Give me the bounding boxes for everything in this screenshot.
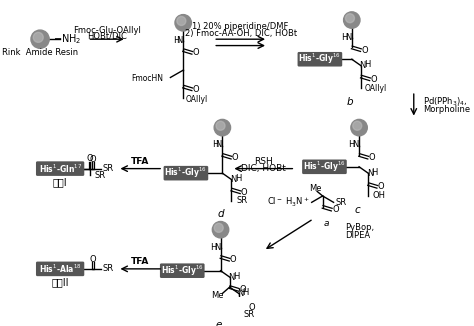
FancyBboxPatch shape — [36, 261, 84, 276]
Text: d: d — [217, 209, 224, 219]
Text: H: H — [210, 243, 217, 251]
Text: a: a — [324, 219, 329, 228]
Text: N: N — [367, 169, 373, 178]
Text: RSH: RSH — [254, 157, 273, 166]
Text: Me: Me — [309, 184, 321, 193]
Text: O: O — [192, 48, 199, 57]
Text: c: c — [355, 205, 360, 215]
FancyBboxPatch shape — [160, 263, 205, 278]
Text: 片段II: 片段II — [51, 277, 69, 288]
Text: His$^1$-Gly$^{16}$: His$^1$-Gly$^{16}$ — [164, 166, 207, 180]
Text: OAllyl: OAllyl — [186, 95, 208, 104]
Text: N: N — [216, 141, 222, 149]
Circle shape — [351, 119, 367, 136]
FancyBboxPatch shape — [36, 161, 84, 176]
Text: SR: SR — [336, 198, 346, 207]
Text: H: H — [348, 141, 355, 149]
Text: O: O — [332, 205, 339, 214]
Text: N: N — [176, 36, 182, 45]
Circle shape — [31, 30, 49, 48]
Text: H: H — [364, 60, 371, 69]
Text: DIPEA: DIPEA — [346, 231, 371, 240]
Text: O: O — [361, 46, 368, 55]
Circle shape — [346, 14, 355, 23]
Text: N: N — [345, 33, 351, 42]
Text: O: O — [90, 155, 96, 164]
Text: H: H — [372, 168, 378, 177]
Text: N: N — [230, 175, 237, 184]
Text: O: O — [232, 153, 238, 162]
Text: PyBop,: PyBop, — [346, 223, 374, 232]
Text: H: H — [235, 174, 241, 183]
Text: N: N — [228, 273, 235, 282]
Text: O: O — [87, 154, 93, 163]
Text: H: H — [242, 288, 248, 297]
Text: His$^1$-Ala$^{18}$: His$^1$-Ala$^{18}$ — [39, 263, 82, 275]
Circle shape — [216, 121, 225, 130]
Text: O: O — [370, 75, 377, 84]
Text: O: O — [378, 182, 384, 191]
Text: H: H — [212, 141, 218, 149]
Text: O: O — [368, 153, 375, 162]
Text: O: O — [248, 303, 255, 312]
Text: Fmoc-Glu-OAllyl: Fmoc-Glu-OAllyl — [73, 25, 141, 35]
Text: SR: SR — [103, 264, 114, 274]
Text: TFA: TFA — [131, 157, 149, 166]
Text: SR: SR — [243, 310, 255, 319]
Text: 片段I: 片段I — [53, 177, 67, 187]
Text: Pd(PPh$_3$)$_4$,: Pd(PPh$_3$)$_4$, — [423, 96, 467, 108]
Text: Cl$^-$ H$_3$N$^+$: Cl$^-$ H$_3$N$^+$ — [267, 196, 310, 209]
Text: SR: SR — [103, 164, 114, 173]
Text: 2) Fmoc-AA-OH, DIC, HOBt: 2) Fmoc-AA-OH, DIC, HOBt — [184, 29, 297, 38]
Text: N: N — [237, 289, 244, 298]
Text: OAllyl: OAllyl — [365, 84, 387, 93]
Text: His$^1$-Gln$^{17}$: His$^1$-Gln$^{17}$ — [38, 162, 82, 175]
FancyBboxPatch shape — [302, 159, 347, 174]
Text: DIC, HOBt: DIC, HOBt — [241, 164, 286, 173]
Text: Rink  Amide Resin: Rink Amide Resin — [2, 48, 78, 57]
Circle shape — [214, 223, 223, 232]
Circle shape — [175, 15, 191, 31]
Text: H: H — [341, 33, 348, 42]
Text: e: e — [216, 320, 222, 326]
FancyBboxPatch shape — [298, 52, 342, 67]
Circle shape — [214, 119, 230, 136]
Circle shape — [177, 16, 186, 25]
Text: 1) 20% piperidine/DMF: 1) 20% piperidine/DMF — [192, 22, 289, 31]
Text: H: H — [233, 272, 239, 281]
Text: O: O — [241, 188, 247, 197]
Text: N: N — [352, 141, 359, 149]
Text: His$^1$-Gly$^{16}$: His$^1$-Gly$^{16}$ — [303, 160, 346, 174]
Text: Morpholine: Morpholine — [423, 105, 470, 114]
Text: N: N — [214, 243, 220, 251]
Text: O: O — [90, 255, 96, 264]
Circle shape — [353, 121, 362, 130]
Text: O: O — [239, 285, 246, 294]
Text: HOBt/DIC: HOBt/DIC — [87, 32, 127, 41]
Text: b: b — [346, 97, 353, 107]
Text: OH: OH — [373, 191, 386, 200]
Circle shape — [212, 221, 229, 238]
Text: His$^1$-Gly$^{16}$: His$^1$-Gly$^{16}$ — [299, 52, 341, 67]
Text: TFA: TFA — [131, 257, 149, 266]
Text: FmocHN: FmocHN — [131, 74, 163, 83]
Text: N: N — [360, 61, 366, 70]
Text: SR: SR — [95, 171, 106, 180]
FancyBboxPatch shape — [164, 166, 208, 181]
Circle shape — [33, 32, 43, 42]
Circle shape — [344, 12, 360, 28]
Text: $-$NH$_2$: $-$NH$_2$ — [54, 32, 82, 46]
Text: H: H — [173, 36, 179, 45]
Text: His$^1$-Gly$^{16}$: His$^1$-Gly$^{16}$ — [161, 263, 204, 278]
Text: O: O — [230, 255, 237, 264]
Text: O: O — [192, 85, 199, 94]
Text: SR: SR — [236, 196, 247, 205]
Text: Me: Me — [210, 291, 223, 300]
